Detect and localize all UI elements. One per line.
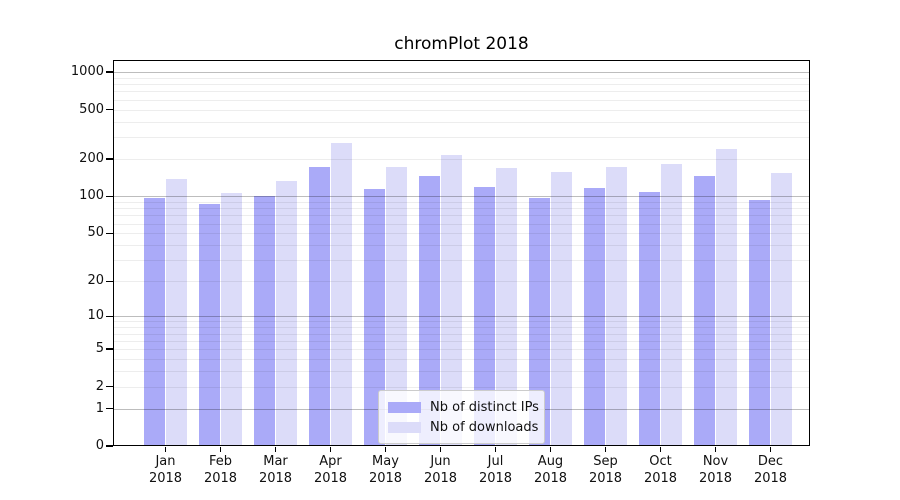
x-tick-label-jan: Jan 2018 xyxy=(138,453,194,487)
x-tick-month: Mar xyxy=(263,454,288,469)
chart-title: chromPlot 2018 xyxy=(394,34,529,54)
y-tick-50 xyxy=(106,232,113,234)
legend: Nb of distinct IPs Nb of downloads xyxy=(378,390,545,444)
y-tick-20 xyxy=(106,280,113,282)
x-tick-label-dec: Dec 2018 xyxy=(743,453,799,487)
x-tick-label-aug: Aug 2018 xyxy=(523,453,579,487)
x-tick-aug xyxy=(549,447,552,452)
x-tick-label-sep: Sep 2018 xyxy=(578,453,634,487)
x-tick-dec xyxy=(769,447,772,452)
x-tick-month: May xyxy=(372,454,399,469)
x-tick-year: 2018 xyxy=(203,471,238,486)
y-tick-label-20: 20 xyxy=(87,273,104,289)
x-tick-year: 2018 xyxy=(423,471,458,486)
x-tick-year: 2018 xyxy=(368,471,403,486)
x-tick-year: 2018 xyxy=(753,471,788,486)
legend-item-downloads: Nb of downloads xyxy=(388,417,539,437)
x-tick-label-jul: Jul 2018 xyxy=(468,453,524,487)
x-tick-label-mar: Mar 2018 xyxy=(248,453,304,487)
x-tick-month: Jun xyxy=(430,454,451,469)
y-tick-label-1: 1 xyxy=(95,400,104,416)
x-tick-month: Sep xyxy=(593,454,618,469)
legend-swatch-distinct-ips xyxy=(388,401,421,413)
x-tick-label-nov: Nov 2018 xyxy=(688,453,744,487)
x-tick-nov xyxy=(714,447,717,452)
x-tick-year: 2018 xyxy=(588,471,623,486)
x-tick-month: Feb xyxy=(208,454,233,469)
x-tick-year: 2018 xyxy=(148,471,183,486)
x-tick-month: Jul xyxy=(487,454,504,469)
y-tick-label-2: 2 xyxy=(95,378,104,394)
y-tick-label-1000: 1000 xyxy=(70,64,104,80)
x-tick-month: Aug xyxy=(537,454,564,469)
y-tick-5 xyxy=(106,348,113,350)
x-tick-month: Oct xyxy=(649,454,672,469)
y-tick-label-50: 50 xyxy=(87,225,104,241)
y-tick-label-200: 200 xyxy=(79,151,104,166)
x-tick-label-apr: Apr 2018 xyxy=(303,453,359,487)
y-tick-label-0: 0 xyxy=(95,438,104,453)
y-tick-label-500: 500 xyxy=(79,101,104,117)
x-tick-feb xyxy=(219,447,222,452)
x-tick-month: Jan xyxy=(155,454,176,469)
y-tick-label-5: 5 xyxy=(95,341,104,356)
x-tick-year: 2018 xyxy=(698,471,733,486)
y-tick-200 xyxy=(106,158,113,160)
x-tick-may xyxy=(384,447,387,452)
x-tick-year: 2018 xyxy=(643,471,678,486)
legend-swatch-downloads xyxy=(388,421,421,433)
y-tick-label-100: 100 xyxy=(79,188,104,204)
x-tick-sep xyxy=(604,447,607,452)
x-tick-year: 2018 xyxy=(478,471,513,486)
x-tick-oct xyxy=(659,447,662,452)
x-tick-label-may: May 2018 xyxy=(358,453,414,487)
x-tick-month: Apr xyxy=(319,454,342,469)
y-tick-2 xyxy=(106,385,113,388)
y-tick-1 xyxy=(106,407,113,410)
y-tick-0 xyxy=(106,445,113,447)
x-tick-label-feb: Feb 2018 xyxy=(193,453,249,487)
x-tick-year: 2018 xyxy=(313,471,348,486)
x-tick-month: Dec xyxy=(757,454,784,469)
legend-item-distinct-ips: Nb of distinct IPs xyxy=(388,397,539,417)
y-tick-10 xyxy=(106,315,113,317)
x-tick-year: 2018 xyxy=(258,471,293,486)
x-tick-year: 2018 xyxy=(533,471,568,486)
x-tick-label-oct: Oct 2018 xyxy=(633,453,689,487)
x-tick-label-jun: Jun 2018 xyxy=(413,453,469,487)
x-tick-jun xyxy=(439,447,442,452)
y-tick-1000 xyxy=(106,71,113,73)
legend-label-distinct-ips: Nb of distinct IPs xyxy=(430,399,539,415)
x-tick-jul xyxy=(494,447,497,452)
x-tick-month: Nov xyxy=(702,454,729,469)
y-tick-label-10: 10 xyxy=(87,308,104,324)
y-tick-100 xyxy=(106,195,113,197)
x-tick-mar xyxy=(274,447,277,452)
x-tick-jan xyxy=(164,447,167,452)
plot-area xyxy=(113,60,810,446)
legend-label-downloads: Nb of downloads xyxy=(430,419,539,435)
y-tick-500 xyxy=(106,108,113,111)
x-tick-apr xyxy=(329,447,332,452)
